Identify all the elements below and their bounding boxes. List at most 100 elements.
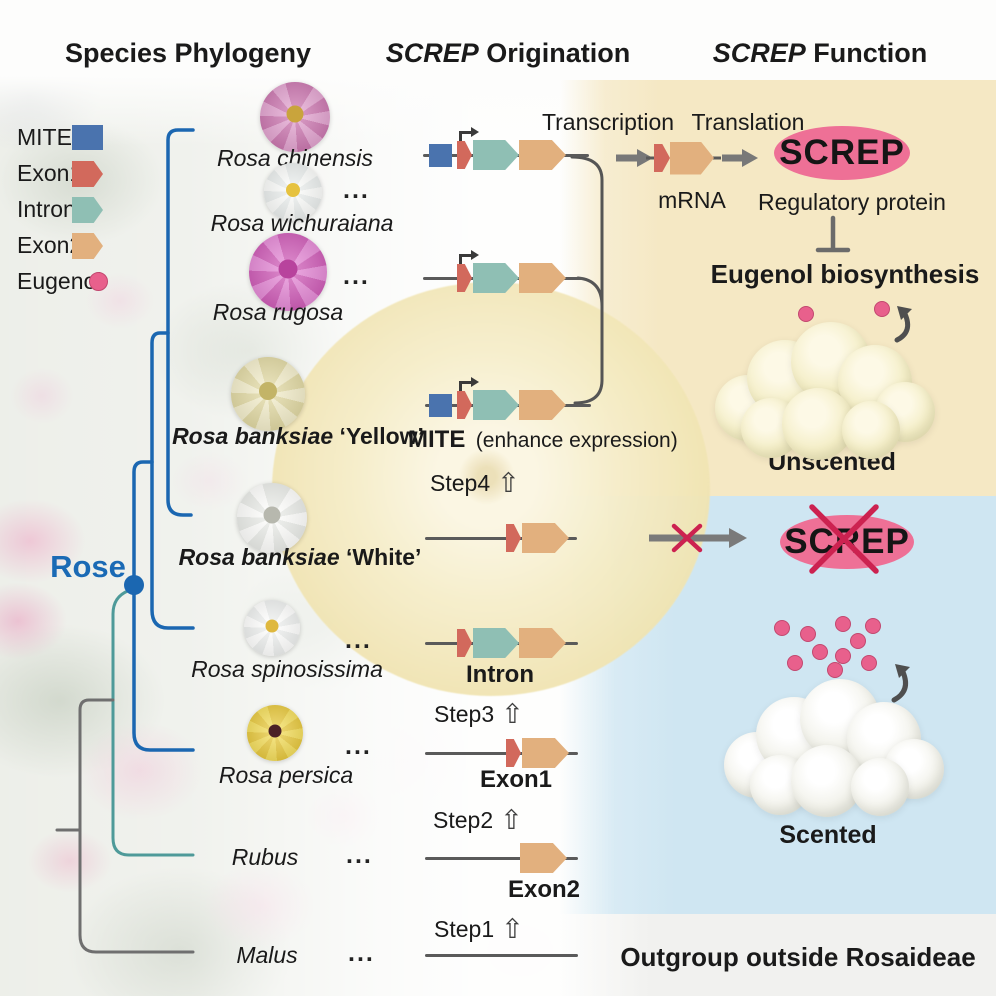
blocked-arrow-head bbox=[729, 528, 747, 548]
gene-row-5 bbox=[0, 733, 996, 773]
screp-protein-ellipse: SCREP bbox=[774, 126, 910, 180]
species-cultivar: ‘Yellow’ bbox=[333, 423, 424, 449]
curl-arrow-unscented bbox=[894, 311, 911, 343]
tree-branch-blue-outer bbox=[166, 128, 195, 517]
mite-annotation-note: (enhance expression) bbox=[475, 429, 678, 452]
species-flower-4 bbox=[237, 483, 307, 553]
species-ellipsis-6: ... bbox=[345, 732, 372, 760]
step3-label: Step3 ⇧ bbox=[434, 699, 524, 729]
eugenol-biosynthesis-label: Eugenol biosynthesis bbox=[710, 259, 980, 289]
promoter-arrow-bar bbox=[459, 131, 472, 134]
mrna-diagram bbox=[645, 138, 725, 178]
gene-baseline bbox=[425, 536, 577, 540]
species-flower-center bbox=[259, 382, 277, 401]
tree-branch-blue-mid bbox=[150, 331, 195, 630]
legend-swatch-square bbox=[72, 125, 103, 150]
up-arrow-icon: ⇧ bbox=[501, 699, 524, 729]
species-flower-center bbox=[268, 724, 282, 738]
rose-clade-text: Rose bbox=[50, 549, 126, 584]
volatile-curl-arrows bbox=[891, 311, 911, 703]
species-name: Rosa banksiae bbox=[172, 423, 334, 449]
mrna-exon1-segment bbox=[654, 144, 670, 172]
screp-protein-text: SCREP bbox=[779, 133, 905, 172]
gene-row-2 bbox=[0, 376, 996, 425]
tree-branch-teal-rubus bbox=[111, 587, 195, 857]
legend-label: Exon2 bbox=[17, 232, 83, 258]
rose-clade-label: Rose bbox=[50, 549, 126, 585]
species-ellipsis-5: ... bbox=[345, 626, 372, 654]
gain-label-exon2: Exon2 bbox=[507, 876, 581, 903]
bracket-spine bbox=[570, 155, 604, 405]
regulatory-protein-label: Regulatory protein bbox=[758, 189, 946, 215]
promoter-arrow-bar bbox=[459, 381, 472, 384]
eugenol-dot bbox=[835, 648, 851, 664]
species-flower-center bbox=[263, 506, 281, 524]
species-flower-center bbox=[278, 259, 298, 279]
gene-segment-exon1 bbox=[506, 739, 521, 767]
up-arrow-icon: ⇧ bbox=[500, 805, 523, 835]
translation-label: Translation bbox=[691, 109, 805, 135]
gain-label-intron: Intron bbox=[466, 661, 534, 688]
gene-segment-mite bbox=[429, 143, 452, 167]
transcription-label: Transcription bbox=[541, 109, 675, 135]
gene-baseline bbox=[425, 953, 578, 957]
species-flower-6 bbox=[247, 705, 303, 761]
species-flower-center bbox=[265, 619, 279, 633]
legend-label: MITE bbox=[17, 124, 72, 150]
promoter-arrow-head-icon bbox=[471, 376, 479, 387]
header-function-rest: Function bbox=[805, 38, 928, 68]
species-label-3: Rosa banksiae ‘Yellow’ bbox=[172, 423, 424, 450]
species-label-5: Rosa spinosissima bbox=[191, 656, 383, 682]
outgroup-note: Outgroup outside Rosaideae bbox=[620, 942, 976, 972]
header-function-gene: SCREP bbox=[712, 38, 806, 68]
mrna-label: mRNA bbox=[658, 187, 726, 213]
step2-label: Step2 ⇧ bbox=[433, 805, 523, 835]
inhibition-tbar bbox=[815, 215, 851, 253]
screp-protein-ellipse-absent: SCREP bbox=[780, 515, 914, 569]
gene-segment-exon1 bbox=[457, 264, 472, 292]
large-rose-watermark bbox=[272, 282, 710, 696]
species-flower-center bbox=[286, 182, 300, 197]
gene-baseline bbox=[425, 856, 578, 860]
header-screp-function: SCREP Function bbox=[713, 38, 928, 69]
up-arrow-icon: ⇧ bbox=[497, 468, 520, 498]
eugenol-dot bbox=[850, 633, 866, 649]
promoter-arrow-bar bbox=[459, 254, 472, 257]
up-arrow-icon: ⇧ bbox=[501, 914, 524, 944]
eugenol-dot bbox=[800, 626, 816, 642]
species-ellipsis-7: ... bbox=[346, 841, 373, 869]
step1-label: Step1 ⇧ bbox=[434, 914, 524, 944]
tree-branch-gray-malus bbox=[78, 698, 195, 954]
species-flower-1 bbox=[264, 163, 322, 221]
eugenol-dot bbox=[874, 301, 890, 317]
species-flower-center bbox=[286, 105, 304, 123]
promoter-arrow-head-icon bbox=[471, 126, 479, 137]
eugenol-dot bbox=[827, 662, 843, 678]
gene-row-7 bbox=[0, 935, 996, 975]
gene-baseline bbox=[425, 751, 578, 755]
screp-cross-icon bbox=[809, 504, 879, 574]
gene-row-6 bbox=[0, 838, 996, 878]
unscented-flower-cluster bbox=[842, 401, 900, 459]
species-flower-3 bbox=[231, 357, 305, 431]
legend-label: Eugenol bbox=[17, 268, 102, 294]
outgroup-strip-background bbox=[560, 914, 996, 996]
eugenol-dot bbox=[812, 644, 828, 660]
arrow-cross-icon bbox=[671, 523, 703, 553]
gene-row-4 bbox=[0, 623, 996, 663]
gene-row-1 bbox=[0, 249, 996, 298]
species-ellipsis-2: ... bbox=[343, 262, 370, 290]
header-origination-gene: SCREP bbox=[385, 38, 479, 68]
species-label-8: Malus bbox=[236, 942, 298, 968]
header-species-phylogeny: Species Phylogeny bbox=[65, 38, 311, 69]
scented-label: Scented bbox=[779, 821, 877, 849]
phylogenetic-tree bbox=[55, 128, 195, 954]
header-phylogeny-text: Species Phylogeny bbox=[64, 38, 312, 68]
species-label-2: Rosa rugosa bbox=[212, 299, 344, 325]
transcription-arrow-head bbox=[637, 149, 653, 167]
gene-segment-exon1 bbox=[506, 524, 521, 552]
step4-label: Step4 ⇧ bbox=[430, 468, 520, 498]
